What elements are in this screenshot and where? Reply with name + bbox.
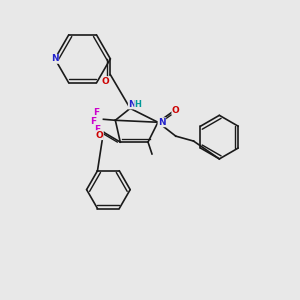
Text: O: O (172, 106, 180, 115)
Text: O: O (96, 130, 103, 140)
Text: F: F (91, 117, 97, 126)
Text: H: H (135, 100, 142, 109)
Text: N: N (158, 118, 166, 127)
Text: O: O (101, 77, 109, 86)
Text: N: N (51, 54, 59, 63)
Text: F: F (94, 125, 100, 134)
Text: N: N (128, 100, 136, 109)
Text: F: F (93, 108, 100, 117)
